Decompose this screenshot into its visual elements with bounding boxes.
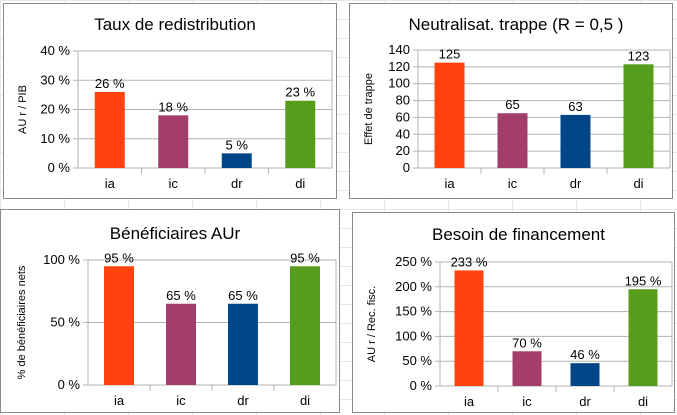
x-category-label: di <box>300 393 310 408</box>
bar-value-label: 65 <box>505 97 519 112</box>
y-tick-label: 80 <box>396 93 410 108</box>
y-tick-label: 140 <box>388 42 410 57</box>
y-tick-label: 20 % <box>40 102 70 117</box>
y-tick-label: 20 <box>396 143 410 158</box>
y-tick-label: 40 % <box>40 43 70 58</box>
bar-value-label: 18 % <box>158 99 188 114</box>
chart-title: Besoin de financement <box>432 225 605 244</box>
y-tick-label: 30 % <box>40 72 70 87</box>
y-axis-label: % de bénéficiaires nets <box>16 265 28 379</box>
y-axis-label: Effet de trappe <box>363 73 375 145</box>
chart-panel-taux-redistribution[interactable]: Taux de redistribution AU r / PIB 0 % 10 % 2… <box>3 3 337 199</box>
chart-title: Neutralisat. trappe (R = 0,5 ) <box>409 15 624 34</box>
x-category-label: dr <box>579 394 591 409</box>
bar-value-label: 46 % <box>570 347 600 362</box>
bar-di <box>285 100 316 168</box>
bar-ia <box>104 266 134 385</box>
bar-dr <box>570 363 600 386</box>
x-category-label: di <box>638 394 648 409</box>
bar-value-label: 195 % <box>625 273 662 288</box>
x-category-label: dr <box>237 393 249 408</box>
x-category-label: di <box>295 176 305 191</box>
bar-value-label: 63 <box>568 99 582 114</box>
bar-ia <box>434 62 465 169</box>
bar-ic <box>512 351 542 386</box>
y-tick-label: 50 % <box>50 315 80 330</box>
bar-value-label: 65 % <box>166 288 196 303</box>
y-tick-label: 10 % <box>40 131 70 146</box>
chart-besoin-financement: Besoin de financement AU r / Rec. fisc. 0 … <box>366 225 673 409</box>
bar-ic <box>158 115 189 168</box>
y-axis-label: AU r / PIB <box>17 85 29 134</box>
chart-panel-beneficiaires[interactable]: Bénéficiaires AUr % de bénéficiaires nets… <box>0 209 340 413</box>
x-category-label: dr <box>231 176 243 191</box>
bar-value-label: 123 <box>628 48 650 63</box>
chart-title: Taux de redistribution <box>94 15 256 34</box>
x-category-label: ic <box>176 393 186 408</box>
bar-value-label: 70 % <box>512 335 542 350</box>
x-category-label: ia <box>114 393 125 408</box>
bar-dr <box>228 303 258 385</box>
x-category-label: ic <box>169 176 179 191</box>
bar-dr <box>560 114 591 168</box>
y-tick-label: 0 <box>403 160 410 175</box>
x-category-label: ic <box>522 394 532 409</box>
bar-value-label: 95 % <box>290 250 320 265</box>
bar-value-label: 23 % <box>285 85 315 100</box>
y-tick-label: 0 % <box>410 378 433 393</box>
y-tick-label: 50 % <box>402 353 432 368</box>
y-tick-label: 0 % <box>58 377 81 392</box>
y-axis-label: AU r / Rec. fisc. <box>366 286 378 362</box>
x-category-label: ic <box>508 176 518 191</box>
bar-value-label: 5 % <box>226 137 249 152</box>
x-category-label: dr <box>570 176 582 191</box>
chart-neutralisation-trappe: Neutralisat. trappe (R = 0,5 ) Effet de t… <box>363 15 671 191</box>
x-category-label: ia <box>464 394 475 409</box>
bar-ic <box>497 113 528 168</box>
y-tick-label: 0 % <box>48 160 71 175</box>
y-tick-label: 100 % <box>43 252 80 267</box>
bar-ia <box>454 270 484 386</box>
bar-ia <box>94 91 125 168</box>
chart-panel-neutralisation-trappe[interactable]: Neutralisat. trappe (R = 0,5 ) Effet de t… <box>349 3 673 199</box>
y-tick-label: 100 % <box>395 328 432 343</box>
bar-value-label: 26 % <box>95 76 125 91</box>
x-category-label: ia <box>105 176 116 191</box>
y-tick-label: 120 <box>388 59 410 74</box>
chart-panel-besoin-financement[interactable]: Besoin de financement AU r / Rec. fisc. 0 … <box>352 212 675 413</box>
y-tick-label: 40 <box>396 126 410 141</box>
bar-value-label: 233 % <box>451 254 488 269</box>
chart-taux-redistribution: Taux de redistribution AU r / PIB 0 % 10 % 2… <box>17 15 333 191</box>
bar-di <box>623 64 654 168</box>
bar-ic <box>166 303 196 385</box>
bar-di <box>290 266 320 385</box>
y-tick-label: 150 % <box>395 304 432 319</box>
y-tick-label: 250 % <box>395 254 432 269</box>
x-category-label: di <box>633 176 643 191</box>
chart-beneficiaires: Bénéficiaires AUr % de bénéficiaires nets… <box>16 224 337 408</box>
chart-title: Bénéficiaires AUr <box>110 224 241 243</box>
y-tick-label: 60 <box>396 109 410 124</box>
bar-di <box>628 289 658 386</box>
y-tick-label: 200 % <box>395 279 432 294</box>
bar-value-label: 95 % <box>104 250 134 265</box>
y-tick-label: 100 <box>388 76 410 91</box>
x-category-label: ia <box>444 176 455 191</box>
bar-dr <box>221 153 252 168</box>
bar-value-label: 125 <box>439 47 461 62</box>
bar-value-label: 65 % <box>228 288 258 303</box>
